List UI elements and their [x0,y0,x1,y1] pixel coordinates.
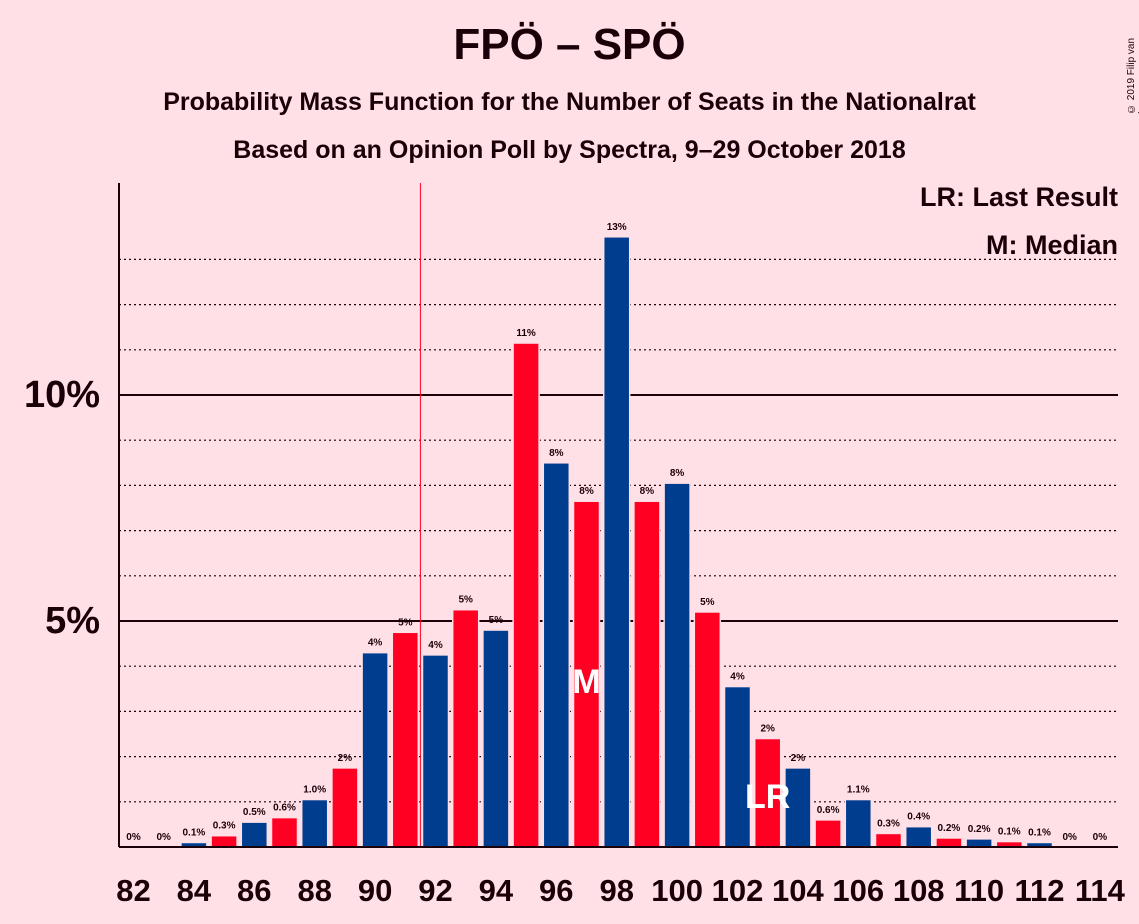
x-tick-label: 86 [237,873,271,908]
bar-seat-91 [391,631,420,848]
bar-seat-109 [935,837,963,848]
data-label-seat-84: 0.1% [183,827,206,838]
x-tick-label: 108 [893,873,945,908]
data-label-seat-98: 13% [607,222,627,233]
data-label-seat-85: 0.3% [213,821,236,832]
chart-subtitle-source: Based on an Opinion Poll by Spectra, 9–2… [233,136,906,164]
bar-seat-93 [451,608,480,848]
bar-seat-110 [965,838,993,848]
bar-seat-104 [784,767,812,848]
data-label-seat-103: 2% [760,724,775,735]
y-tick-label: 10% [24,374,100,416]
data-label-seat-101: 5% [700,597,715,608]
data-label-seat-100: 8% [670,468,685,479]
data-label-seat-86: 0.5% [243,807,266,818]
legend-last-result: LR: Last Result [919,182,1118,212]
data-label-seat-114: 0% [1093,832,1108,843]
data-label-seat-96: 8% [549,448,564,459]
bar-seat-101 [693,611,722,848]
x-tick-label: 112 [1014,873,1064,908]
legend-median: M: Median [986,230,1118,260]
data-label-seat-111: 0.1% [998,827,1021,838]
x-tick-label: 98 [599,873,633,908]
bar-seat-86 [240,821,269,848]
bar-seat-85 [210,834,238,848]
bar-seat-94 [482,629,510,848]
data-label-seat-108: 0.4% [907,812,930,823]
bar-seat-96 [542,462,571,848]
x-tick-label: 88 [297,873,331,908]
median-marker: M [572,663,600,701]
data-label-seat-93: 5% [458,595,473,606]
data-label-seat-95: 11% [516,328,536,339]
data-label-seat-89: 2% [338,753,353,764]
bar-seat-106 [844,798,873,848]
x-tick-label: 106 [832,873,884,908]
x-tick-label: 84 [177,873,212,908]
data-label-seat-91: 5% [398,617,413,628]
last-result-marker: LR [745,778,790,816]
x-tick-label: 110 [954,873,1004,908]
data-label-seat-82: 0% [126,832,141,843]
bar-seat-95 [512,342,540,848]
chart-title: FPÖ – SPÖ [453,20,686,69]
data-label-seat-107: 0.3% [877,818,900,829]
x-tick-label: 82 [116,873,150,908]
x-tick-label: 94 [479,873,514,908]
data-label-seat-113: 0% [1062,832,1077,843]
x-tick-label: 90 [358,873,392,908]
y-tick-label: 5% [45,600,100,642]
bar-seat-103 [753,737,782,848]
x-tick-label: 114 [1075,873,1126,908]
bar-seat-105 [814,819,842,848]
bar-seat-100 [663,482,691,848]
bar-seat-99 [633,500,661,848]
bar-seat-92 [421,654,450,848]
bar-seat-107 [874,832,903,848]
data-label-seat-88: 1.0% [303,785,326,796]
data-label-seat-92: 4% [428,640,443,651]
x-tick-label: 92 [418,873,452,908]
data-label-seat-104: 2% [791,753,806,764]
data-label-seat-83: 0% [156,832,171,843]
data-label-seat-90: 4% [368,638,383,649]
data-label-seat-87: 0.6% [273,803,296,814]
data-label-seat-102: 4% [730,672,745,683]
data-label-seat-97: 8% [579,486,594,497]
bar-seat-97 [572,500,601,848]
data-label-seat-99: 8% [640,486,655,497]
data-label-seat-112: 0.1% [1028,827,1051,838]
bar-seat-87 [270,816,299,848]
data-label-seat-105: 0.6% [817,805,840,816]
x-tick-label: 102 [712,873,764,908]
bar-seat-108 [904,825,933,848]
x-tick-label: 100 [651,873,703,908]
bar-seat-88 [300,798,329,848]
x-tick-label: 96 [539,873,573,908]
data-label-seat-94: 5% [489,615,504,626]
bar-seat-98 [602,236,631,848]
bar-seat-102 [723,685,752,848]
bar-seat-90 [361,651,389,848]
data-label-seat-109: 0.2% [938,823,961,834]
bar-seat-89 [331,767,359,848]
data-label-seat-110: 0.2% [968,824,991,835]
x-tick-label: 104 [772,873,824,908]
chart-subtitle: Probability Mass Function for the Number… [163,88,976,116]
data-label-seat-106: 1.1% [847,785,870,796]
